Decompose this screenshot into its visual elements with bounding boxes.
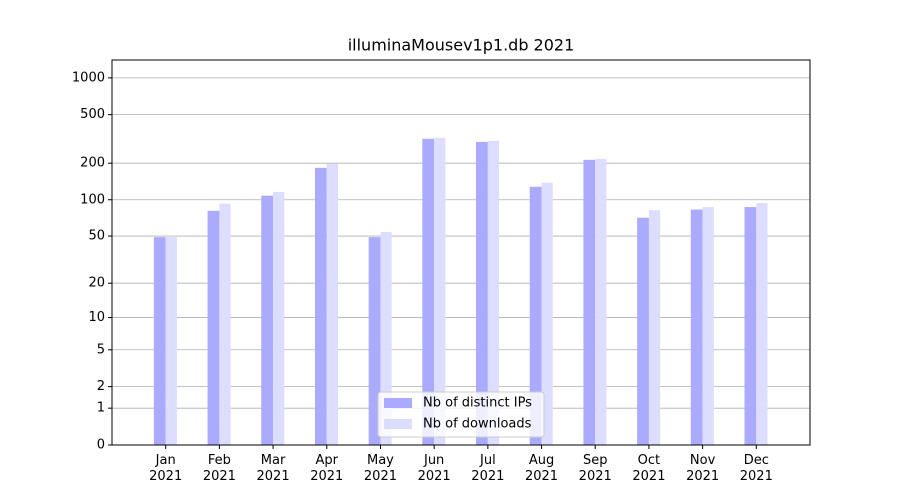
bar (153, 237, 166, 445)
bar (314, 167, 327, 445)
y-tick-label: 100 (80, 192, 105, 207)
legend-label: Nb of downloads (423, 417, 532, 432)
x-tick-label: Sep 2021 (578, 453, 612, 484)
bar (702, 207, 714, 445)
x-tick-label: Jul 2021 (471, 453, 505, 484)
bar (529, 186, 542, 445)
bar (637, 217, 649, 445)
bar (690, 209, 703, 445)
bar (165, 237, 177, 445)
y-tick-label: 20 (88, 276, 105, 291)
y-tick-label: 0 (97, 438, 105, 453)
y-tick-label: 10 (88, 310, 105, 325)
x-tick-label: Mar 2021 (256, 453, 290, 484)
bar (648, 210, 661, 445)
y-tick-label: 1000 (72, 70, 105, 85)
bar (583, 159, 596, 445)
x-tick-label: Nov 2021 (686, 453, 720, 484)
y-tick-label: 5 (97, 342, 105, 357)
bar (541, 182, 553, 445)
bar (487, 140, 500, 445)
y-tick-label: 1 (97, 401, 105, 416)
chart-title: illuminaMousev1p1.db 2021 (348, 36, 575, 55)
x-tick-label: May 2021 (363, 453, 397, 484)
bar (273, 191, 285, 445)
x-tick-label: Jan 2021 (149, 453, 183, 484)
bar (434, 137, 446, 445)
bar (219, 203, 231, 445)
legend-swatch (384, 398, 412, 408)
y-tick-label: 500 (80, 107, 105, 122)
bar (744, 207, 757, 445)
legend-label: Nb of distinct IPs (423, 396, 532, 411)
x-tick-label: Apr 2021 (310, 453, 344, 484)
bar (756, 203, 768, 445)
bar (476, 141, 488, 445)
bar (368, 237, 381, 445)
x-tick-label: Jun 2021 (417, 453, 451, 484)
y-tick-label: 2 (97, 379, 105, 394)
bar (595, 158, 607, 445)
bar (380, 232, 392, 445)
x-tick-label: Feb 2021 (202, 453, 236, 484)
legend-swatch (384, 419, 412, 429)
y-tick-label: 50 (88, 229, 105, 244)
y-tick-label: 200 (80, 156, 105, 171)
x-tick-label: Aug 2021 (524, 453, 559, 484)
legend-box (377, 391, 545, 438)
x-tick-label: Oct 2021 (632, 453, 666, 484)
bar (326, 163, 338, 445)
bar (261, 195, 274, 445)
x-tick-label: Dec 2021 (739, 453, 773, 484)
bar (422, 138, 435, 445)
axes-frame (111, 59, 811, 446)
bar (207, 210, 220, 445)
